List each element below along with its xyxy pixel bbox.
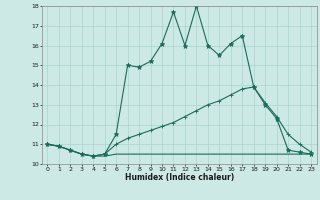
- X-axis label: Humidex (Indice chaleur): Humidex (Indice chaleur): [124, 173, 234, 182]
